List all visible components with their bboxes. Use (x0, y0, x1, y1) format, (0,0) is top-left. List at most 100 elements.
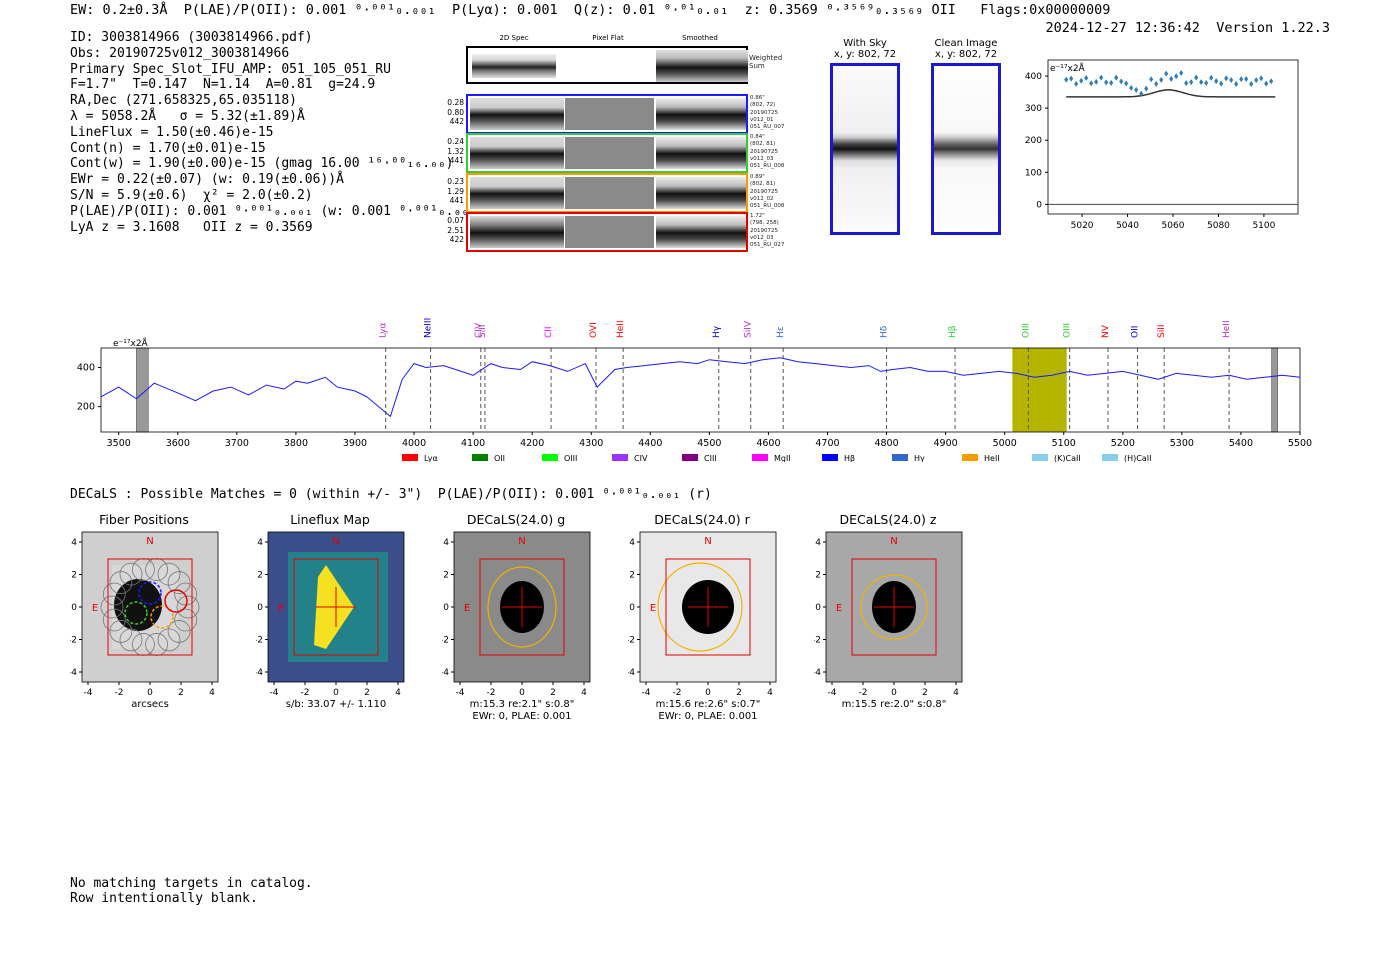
zoom-data-point (1124, 80, 1129, 87)
zoom-x-tick-label: 5020 (1071, 221, 1094, 231)
zoom-data-point (1154, 81, 1159, 88)
zoom-data-point (1109, 79, 1114, 86)
line-marker-label: Lyα (379, 322, 389, 338)
fiber-highlight (164, 589, 188, 613)
spectrum-x-tick-label: 4300 (579, 438, 603, 449)
line-marker-label: OII (1131, 326, 1141, 338)
stamp-meta-line: 20190725 (750, 148, 778, 155)
zoom-data-point (1254, 77, 1259, 84)
cutout-y-tick-label: -4 (70, 668, 77, 678)
clean-title: Clean Image x, y: 802, 72 (930, 38, 1002, 60)
cutout-xlabel: m:15.6 re:2.6" s:0.7" (656, 699, 761, 710)
zoom-data-point (1079, 77, 1084, 84)
line-marker-label: Hγ (712, 325, 722, 338)
stamp-meta-line: 051_RU_008 (750, 163, 785, 170)
cutout-x-tick-label: 0 (147, 688, 153, 698)
line-marker-label: CIV (474, 322, 484, 338)
zoom-data-point (1114, 74, 1119, 81)
stamp-meta-line: v012_01 (750, 116, 774, 123)
compass-north: N (332, 536, 339, 547)
catalog-footer: No matching targets in catalog. Row inte… (70, 876, 313, 906)
spectrum-x-tick-label: 4800 (874, 438, 898, 449)
weighted-smoothed (656, 50, 748, 82)
stamp-row-stats: 0.24 1.32 441 (436, 137, 464, 166)
stamp-stat: 442 (449, 117, 464, 126)
cutout-y-tick-label: 2 (71, 571, 77, 581)
fiber-highlight (138, 581, 162, 605)
spectrum-x-tick-label: 3500 (107, 438, 131, 449)
spectrum-y-tick-label: 200 (77, 402, 95, 413)
legend-label: OIII (564, 454, 577, 462)
legend-label: CIII (704, 454, 717, 462)
info-radec: RA,Dec (271.658325,65.035118) (70, 93, 297, 109)
clean-image (931, 63, 1001, 235)
cutout-x-tick-label: -4 (84, 688, 93, 698)
fiber-circle (157, 562, 181, 586)
cutout-x-tick-label: 2 (550, 688, 556, 698)
zoom-data-point (1169, 75, 1174, 82)
zoom-data-point (1209, 74, 1214, 81)
cutout-x-tick-label: 4 (953, 688, 959, 698)
zoom-data-point (1239, 76, 1244, 83)
line-marker-label: OVI (589, 322, 599, 338)
cutout-extra: EWr: 0, PLAE: 0.001 (658, 711, 757, 722)
zoom-data-point (1084, 74, 1089, 81)
spectrum-x-tick-label: 4200 (520, 438, 544, 449)
footer-line-1: No matching targets in catalog. (70, 876, 313, 891)
stamp-2d (470, 98, 564, 130)
cutout-title: DECaLS(24.0) z (839, 512, 937, 527)
with-sky-title: With Sky x, y: 802, 72 (830, 38, 900, 60)
cutout-svg: N E 4 -4 2 -2 0 0 -2 2 -4 4 m:15.3 re:2.1" s:0.8"EWr… (442, 531, 591, 722)
cutout-y-tick-label: 2 (257, 571, 263, 581)
compass-east: E (464, 603, 470, 614)
cutout-y-tick-label: -4 (442, 668, 449, 678)
stamp-meta-line: (802, 81) (750, 181, 776, 188)
stamp-flat (565, 177, 654, 209)
cutout-y-tick-label: -2 (814, 636, 821, 646)
compass-east: E (92, 603, 98, 614)
stamp-meta-line: (802, 72) (750, 102, 776, 109)
stamp-row (466, 173, 748, 213)
stamp-meta-line: 051_RU_008 (750, 203, 785, 210)
cutout-title: DECaLS(24.0) r (654, 512, 750, 527)
weighted-label: Weighted Sum (749, 54, 783, 70)
stamp-row-meta: 0.89" (802, 81) 20190725 v012_02 051_RU_008 (750, 174, 800, 210)
cutout-svg: N E 4 -4 2 -2 0 0 -2 2 -4 4 s/b: 33.07 +/- 1.110 (256, 531, 405, 710)
fiber-circle (176, 595, 200, 619)
stamp-row-stats: 0.23 1.29 441 (436, 177, 464, 206)
zoom-data-point (1214, 78, 1219, 85)
cutout-xlabel: s/b: 33.07 +/- 1.110 (286, 699, 386, 710)
zoom-data-point (1134, 86, 1139, 93)
compass-east: E (836, 603, 842, 614)
cutout-y-tick-label: 4 (629, 538, 635, 548)
stamp-smoothed (656, 137, 746, 169)
fiber-circle (119, 628, 143, 652)
stamp-meta-line: 20190725 (750, 188, 778, 195)
stamp-row-meta: 0.86" (802, 72) 20190725 v012_01 051_RU_007 (750, 95, 800, 131)
zoom-y-tick-label: 400 (1025, 72, 1042, 82)
cutout-panel: DECaLS(24.0) z N E 4 -4 2 -2 0 0 -2 2 -4 4 m:15.5 re:… (814, 512, 964, 727)
cutout-panel: DECaLS(24.0) g N E 4 -4 2 -2 0 0 -2 2 -4 4 m:15.3 re:… (442, 512, 592, 727)
stamp-stat: 2.51 (447, 225, 464, 235)
zoom-data-point (1229, 77, 1234, 84)
zoom-frame (1047, 59, 1299, 215)
fiber-circle (119, 562, 143, 586)
spectrum-x-tick-label: 4400 (638, 438, 662, 449)
line-marker-label: Hβ (948, 325, 958, 338)
cutout-y-tick-label: 0 (443, 603, 449, 613)
zoom-data-point (1204, 80, 1209, 87)
cutout-x-tick-label: 4 (209, 688, 215, 698)
legend-label: (K)CaII (1054, 454, 1081, 462)
zoom-x-tick-label: 5060 (1162, 221, 1185, 231)
zoom-data-point (1269, 78, 1274, 85)
search-box (107, 558, 193, 656)
fiber-circle (100, 595, 124, 619)
cutout-y-tick-label: -4 (628, 668, 635, 678)
cutout-x-tick-label: 2 (922, 688, 928, 698)
zoom-unit-label: e⁻¹⁷x2Å (1050, 62, 1086, 74)
spectrum-x-tick-label: 3600 (166, 438, 190, 449)
info-ewr: EWr = 0.22(±0.07) (w: 0.19(±0.06))Å (70, 172, 344, 188)
stamp-2d (470, 137, 564, 169)
cutout-x-tick-label: -2 (301, 688, 310, 698)
with-sky-coords: x, y: 802, 72 (833, 49, 897, 60)
